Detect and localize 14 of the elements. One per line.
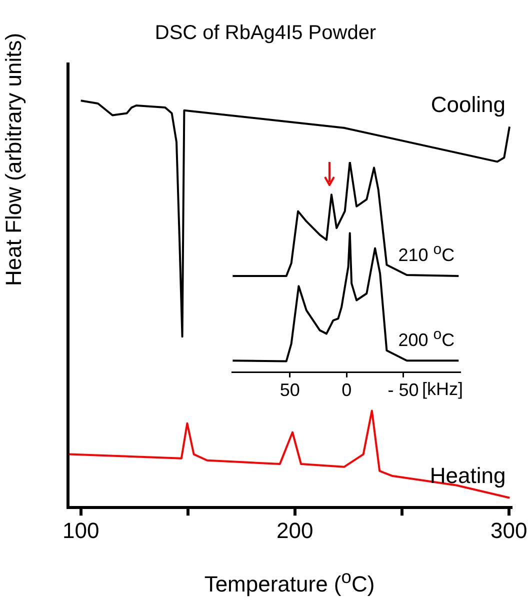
x-tick-label: 0 <box>342 380 352 400</box>
x-tick-label: 200 <box>276 518 314 543</box>
y-axis-title: Heat Flow (arbitrary units) <box>1 32 26 286</box>
series-label: Cooling <box>430 91 506 117</box>
x-axis-title: Temperature ($^{o}$C) <box>204 566 375 598</box>
x-tick-label: 300 <box>490 518 528 543</box>
series-label: 210 $^{o}$C <box>398 241 455 266</box>
x-tick-label: - 50 <box>388 380 419 400</box>
x-tick-label: 100 <box>62 518 100 543</box>
series-label: 200 $^{o}$C <box>398 326 455 351</box>
chart-title: DSC of RbAg4I5 Powder <box>154 22 376 44</box>
series-label: Heating <box>430 462 506 488</box>
x-tick-label: 50 <box>280 380 300 400</box>
x-axis-title: [kHz] <box>422 379 464 401</box>
